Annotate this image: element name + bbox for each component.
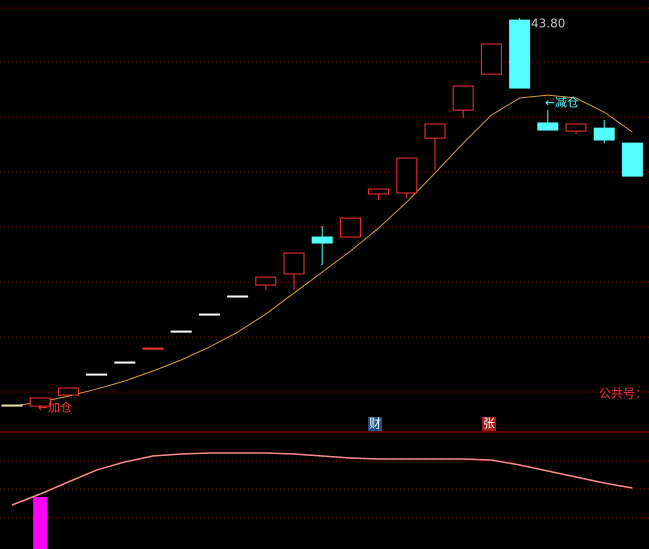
annotation: 张 bbox=[483, 417, 495, 431]
candle-body bbox=[452, 85, 474, 111]
candle-body bbox=[424, 123, 446, 139]
moving-average bbox=[11, 94, 633, 407]
annotation-badge bbox=[368, 417, 382, 431]
candle-body bbox=[480, 43, 502, 75]
candle-body bbox=[621, 142, 643, 177]
candle-body bbox=[311, 236, 333, 244]
candle-body bbox=[86, 373, 108, 376]
annotation: 公共号： bbox=[599, 387, 647, 401]
candle-body bbox=[339, 217, 361, 238]
candle-body bbox=[1, 404, 23, 407]
max-label: 43.80 bbox=[531, 17, 565, 31]
candle-body bbox=[227, 295, 249, 298]
candle-body bbox=[537, 122, 559, 131]
annotation-badge bbox=[482, 417, 496, 431]
annotation: ←加仓 bbox=[38, 401, 72, 415]
candle-body bbox=[368, 188, 390, 195]
candle-body bbox=[509, 19, 531, 89]
candle-body bbox=[593, 127, 615, 141]
candle-body bbox=[198, 313, 220, 316]
indicator-line bbox=[11, 452, 633, 506]
candle-body bbox=[114, 361, 136, 364]
candle-body bbox=[170, 330, 192, 333]
candle-body bbox=[255, 276, 277, 286]
signal-bar bbox=[33, 497, 48, 549]
candle-body bbox=[57, 387, 79, 396]
candle-body bbox=[29, 397, 51, 407]
candle-body bbox=[565, 123, 587, 132]
candle-body bbox=[396, 157, 418, 194]
annotation: 财 bbox=[369, 417, 381, 431]
candle-body bbox=[142, 347, 164, 350]
annotation: ←减仓 bbox=[545, 96, 579, 110]
candle-body bbox=[283, 252, 305, 275]
